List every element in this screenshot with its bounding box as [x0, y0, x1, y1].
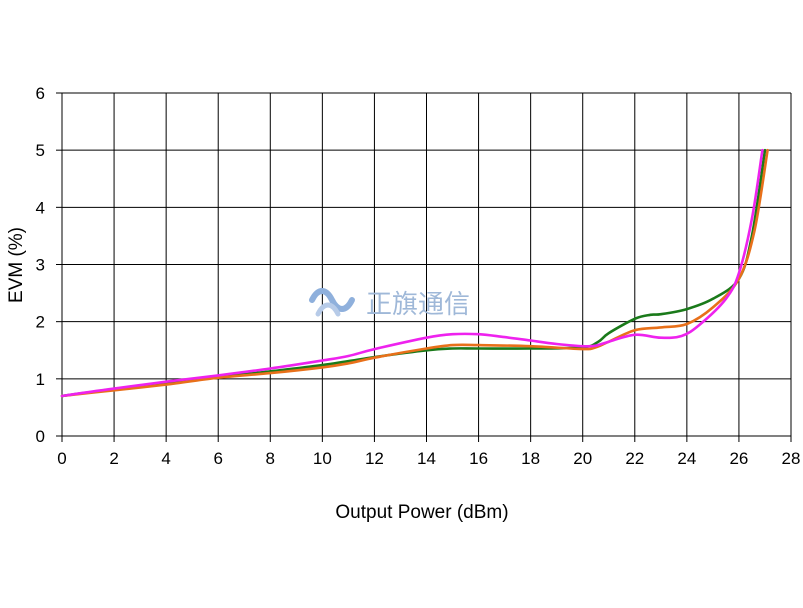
x-tick-label: 14: [417, 449, 436, 468]
y-tick-label: 1: [36, 370, 45, 389]
x-tick-label: 22: [625, 449, 644, 468]
series-layer: [60, 148, 769, 398]
series-line-1: [60, 148, 767, 398]
grid: [61, 92, 792, 437]
x-tick-label: 26: [729, 449, 748, 468]
x-tick-label: 10: [313, 449, 332, 468]
x-axis-title: Output Power (dBm): [335, 502, 508, 523]
series-line-3: [60, 148, 764, 398]
x-tick-label: 20: [573, 449, 592, 468]
y-tick-label: 3: [36, 256, 45, 275]
y-tick-label: 4: [36, 198, 45, 217]
x-tick-label: 24: [677, 449, 696, 468]
x-tick-label: 12: [365, 449, 384, 468]
watermark-text: 正旗通信: [366, 290, 470, 320]
x-tick-label: 4: [161, 449, 170, 468]
x-tick-label: 6: [213, 449, 222, 468]
wave-logo-icon: [309, 288, 355, 317]
x-tick-label: 2: [109, 449, 118, 468]
y-tick-label: 6: [36, 84, 45, 103]
x-tick-label: 0: [57, 449, 66, 468]
y-tick-label: 0: [36, 427, 45, 446]
x-tick-label: 28: [782, 449, 801, 468]
y-tick-label: 2: [36, 313, 45, 332]
watermark: 正旗通信: [309, 288, 470, 320]
y-axis-title: EVM (%): [6, 227, 27, 303]
x-tick-label: 16: [469, 449, 488, 468]
series-line-2: [60, 148, 769, 398]
x-tick-label: 8: [266, 449, 275, 468]
y-tick-label: 5: [36, 141, 45, 160]
x-tick-label: 18: [521, 449, 540, 468]
